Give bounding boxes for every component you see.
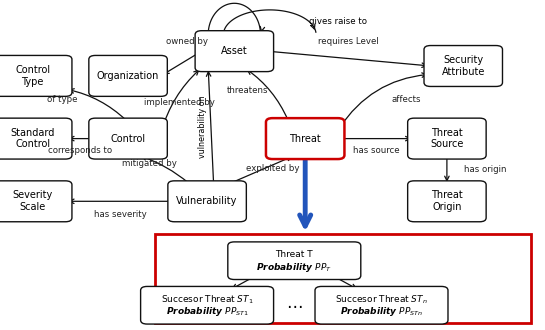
Text: Asset: Asset — [221, 46, 248, 56]
FancyBboxPatch shape — [168, 181, 246, 222]
Text: requires Level: requires Level — [318, 37, 379, 46]
Text: Probability $PP_T$: Probability $PP_T$ — [256, 261, 332, 274]
Text: has origin: has origin — [464, 165, 506, 175]
FancyBboxPatch shape — [408, 118, 486, 159]
Text: exploited by: exploited by — [246, 164, 299, 173]
FancyBboxPatch shape — [195, 31, 274, 72]
Text: Threat: Threat — [289, 134, 321, 144]
FancyBboxPatch shape — [0, 118, 72, 159]
Text: implemented by: implemented by — [144, 98, 215, 107]
Text: Threat
Origin: Threat Origin — [431, 190, 463, 212]
Text: corresponds to: corresponds to — [49, 146, 112, 155]
FancyBboxPatch shape — [0, 55, 72, 96]
FancyBboxPatch shape — [89, 118, 167, 159]
Text: Standard
Control: Standard Control — [10, 128, 55, 149]
Text: Control
Type: Control Type — [15, 65, 50, 87]
FancyBboxPatch shape — [141, 286, 274, 324]
Text: Threat T: Threat T — [275, 250, 313, 259]
Text: Vulnerability: Vulnerability — [177, 196, 238, 206]
Bar — [155, 234, 531, 323]
FancyBboxPatch shape — [0, 181, 72, 222]
Text: threatens: threatens — [227, 86, 269, 95]
FancyBboxPatch shape — [228, 242, 361, 280]
Text: gives raise to: gives raise to — [309, 17, 367, 26]
Text: owned by: owned by — [166, 37, 208, 46]
FancyBboxPatch shape — [408, 181, 486, 222]
Text: Control: Control — [111, 134, 146, 144]
Text: has source: has source — [353, 146, 399, 155]
Text: Succesor Threat $ST_n$: Succesor Threat $ST_n$ — [335, 293, 428, 306]
Text: mitigated by: mitigated by — [123, 159, 177, 168]
Text: has severity: has severity — [94, 210, 146, 219]
Text: of type: of type — [47, 94, 78, 104]
FancyBboxPatch shape — [315, 286, 448, 324]
Text: Probability $PP_{ST1}$: Probability $PP_{ST1}$ — [166, 305, 249, 318]
Text: Security
Attribute: Security Attribute — [441, 55, 485, 77]
Text: Severity
Scale: Severity Scale — [13, 190, 53, 212]
Text: Probability $PP_{STn}$: Probability $PP_{STn}$ — [340, 305, 423, 318]
Text: $\cdots$: $\cdots$ — [286, 296, 302, 314]
FancyBboxPatch shape — [424, 46, 502, 86]
FancyBboxPatch shape — [89, 55, 167, 96]
FancyBboxPatch shape — [266, 118, 344, 159]
Text: Organization: Organization — [97, 71, 159, 81]
Text: Succesor Threat $ST_1$: Succesor Threat $ST_1$ — [161, 293, 253, 306]
Text: Threat
Source: Threat Source — [430, 128, 464, 149]
Text: vulnerability on: vulnerability on — [198, 96, 207, 158]
Text: affects: affects — [391, 94, 421, 104]
